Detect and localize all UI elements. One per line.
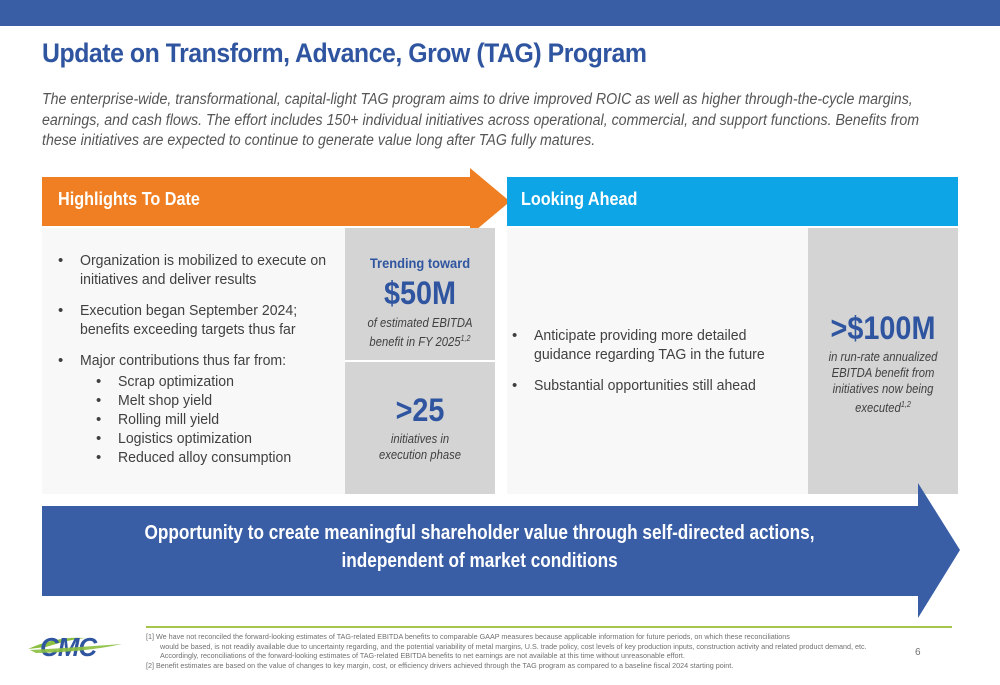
footnotes: [1] We have not reconciled the forward-l…	[146, 632, 906, 670]
bullet-icon: •	[512, 327, 518, 344]
highlights-panel	[42, 228, 345, 494]
stat-value: >$100M	[830, 310, 936, 346]
list-item: • Logistics optimization	[96, 430, 253, 447]
highlights-header-label: Highlights To Date	[58, 189, 200, 209]
list-item: • Execution began September 2024; benefit…	[58, 302, 298, 338]
bullet-icon: •	[58, 302, 64, 319]
looking-ahead-header: Looking Ahead	[507, 177, 958, 226]
banner-text: Opportunity to create meaningful shareho…	[145, 522, 815, 572]
cmc-logo: CMC	[28, 632, 122, 662]
highlights-arrow-tip	[470, 168, 510, 235]
list-item: • Melt shop yield	[96, 392, 213, 409]
bullet-icon: •	[96, 430, 102, 447]
list-item: • Rolling mill yield	[96, 411, 220, 428]
looking-ahead-panel	[507, 228, 808, 494]
list-item: • Substantial opportunities still ahead	[512, 377, 756, 394]
bullet-icon: •	[58, 252, 64, 269]
stat-value: >25	[395, 392, 445, 428]
contributions-sublist: • Scrap optimization • Melt shop yield • Ro…	[80, 372, 345, 467]
initiatives-stat: >25 initiatives in execution phase	[345, 362, 495, 494]
bullet-icon: •	[96, 449, 102, 466]
bullet-icon: •	[58, 352, 64, 369]
page-number: 6	[915, 647, 921, 658]
top-banner-bar	[0, 0, 1000, 26]
run-rate-stat: >$100M in run-rate annualized EBITDA ben…	[808, 228, 958, 494]
footnote-2: [2] Benefit estimates are based on the v…	[146, 660, 734, 670]
footnote-1: [1] We have not reconciled the forward-l…	[146, 632, 867, 661]
ebitda-trend-stat: Trending toward $50M of estimated EBITDA…	[345, 228, 495, 360]
stat-value: $50M	[383, 275, 457, 311]
list-item: • Scrap optimization	[96, 373, 235, 390]
list-item: • Reduced alloy consumption	[96, 449, 292, 466]
page-subtitle: The enterprise-wide, transformational, c…	[42, 91, 920, 149]
bullet-icon: •	[96, 411, 102, 428]
list-item: • Anticipate providing more detailed guid…	[512, 327, 765, 363]
bullet-icon: •	[96, 392, 102, 409]
highlights-list: • Organization is mobilized to execute on…	[58, 251, 345, 479]
footer-divider	[146, 626, 952, 628]
page-title: Update on Transform, Advance, Grow (TAG)…	[42, 38, 647, 68]
highlights-header: Highlights To Date	[42, 177, 472, 226]
list-item: • Major contributions thus far from: • Scr…	[58, 351, 345, 467]
bullet-icon: •	[512, 377, 518, 394]
bullet-icon: •	[96, 373, 102, 390]
stat-description: initiatives in execution phase	[379, 432, 461, 462]
banner-arrow	[42, 483, 960, 618]
stat-description: in run-rate annualized EBITDA benefit fr…	[828, 350, 938, 416]
list-item: • Organization is mobilized to execute on…	[58, 252, 327, 288]
looking-ahead-list: • Anticipate providing more detailed guid…	[512, 326, 799, 407]
stat-description: of estimated EBITDA benefit in FY 20251,…	[367, 316, 473, 350]
stat-kicker: Trending toward	[369, 255, 471, 271]
looking-ahead-header-label: Looking Ahead	[521, 189, 638, 209]
